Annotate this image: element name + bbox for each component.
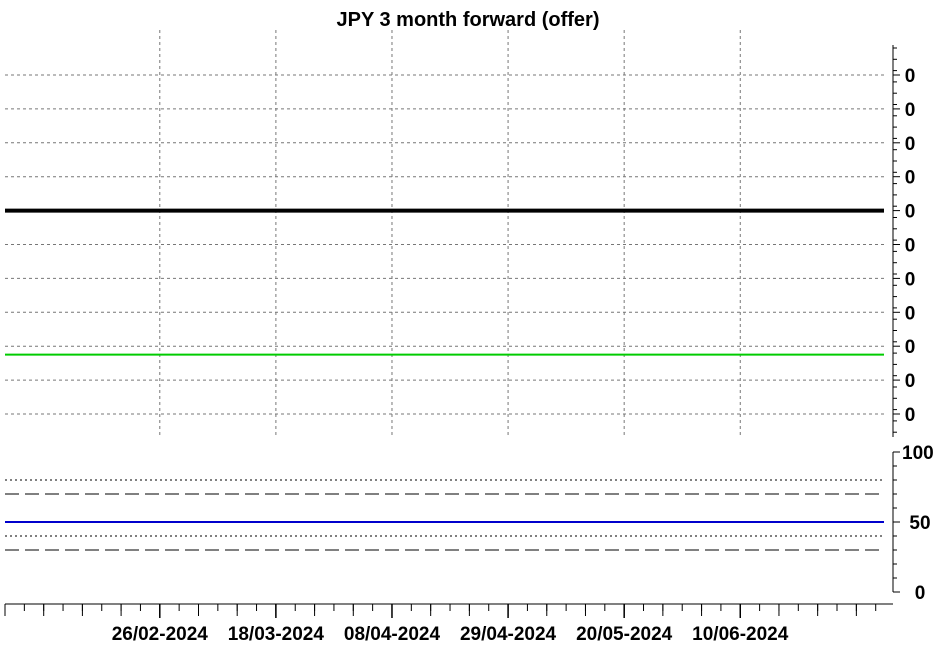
x-tick-label: 10/06-2024 xyxy=(692,624,789,645)
y-tick-label: 0 xyxy=(905,303,916,324)
y-tick-label: 0 xyxy=(905,337,916,358)
y-tick-label: 0 xyxy=(915,583,926,604)
x-axis: 26/02-2024 18/03-2024 08/04-2024 29/04-2024… xyxy=(4,603,893,645)
x-tick-label: 08/04-2024 xyxy=(344,624,441,645)
y-tick-label: 0 xyxy=(905,371,916,392)
indicator-panel-grid xyxy=(5,479,884,551)
y-tick-label: 0 xyxy=(905,100,916,121)
price-panel-series xyxy=(5,208,884,356)
y-tick-label: 100 xyxy=(902,443,934,464)
chart-title: JPY 3 month forward (offer) xyxy=(337,9,600,31)
y-tick-label: 0 xyxy=(905,236,916,257)
indicator-panel-y-axis: 100 50 0 xyxy=(892,443,934,604)
y-tick-label: 0 xyxy=(905,405,916,426)
y-tick-label: 0 xyxy=(905,269,916,290)
y-tick-label: 50 xyxy=(909,513,930,534)
y-tick-label: 0 xyxy=(905,168,916,189)
price-panel-grid xyxy=(5,30,884,437)
y-tick-label: 0 xyxy=(905,134,916,155)
x-tick-label: 29/04-2024 xyxy=(460,624,557,645)
x-tick-label: 18/03-2024 xyxy=(228,624,325,645)
x-tick-label: 20/05-2024 xyxy=(576,624,673,645)
price-panel-y-axis: 0 0 0 0 0 0 0 0 0 0 0 xyxy=(892,45,916,437)
y-tick-label: 0 xyxy=(905,202,916,223)
y-tick-label: 0 xyxy=(905,66,916,87)
x-tick-label: 26/02-2024 xyxy=(112,624,209,645)
